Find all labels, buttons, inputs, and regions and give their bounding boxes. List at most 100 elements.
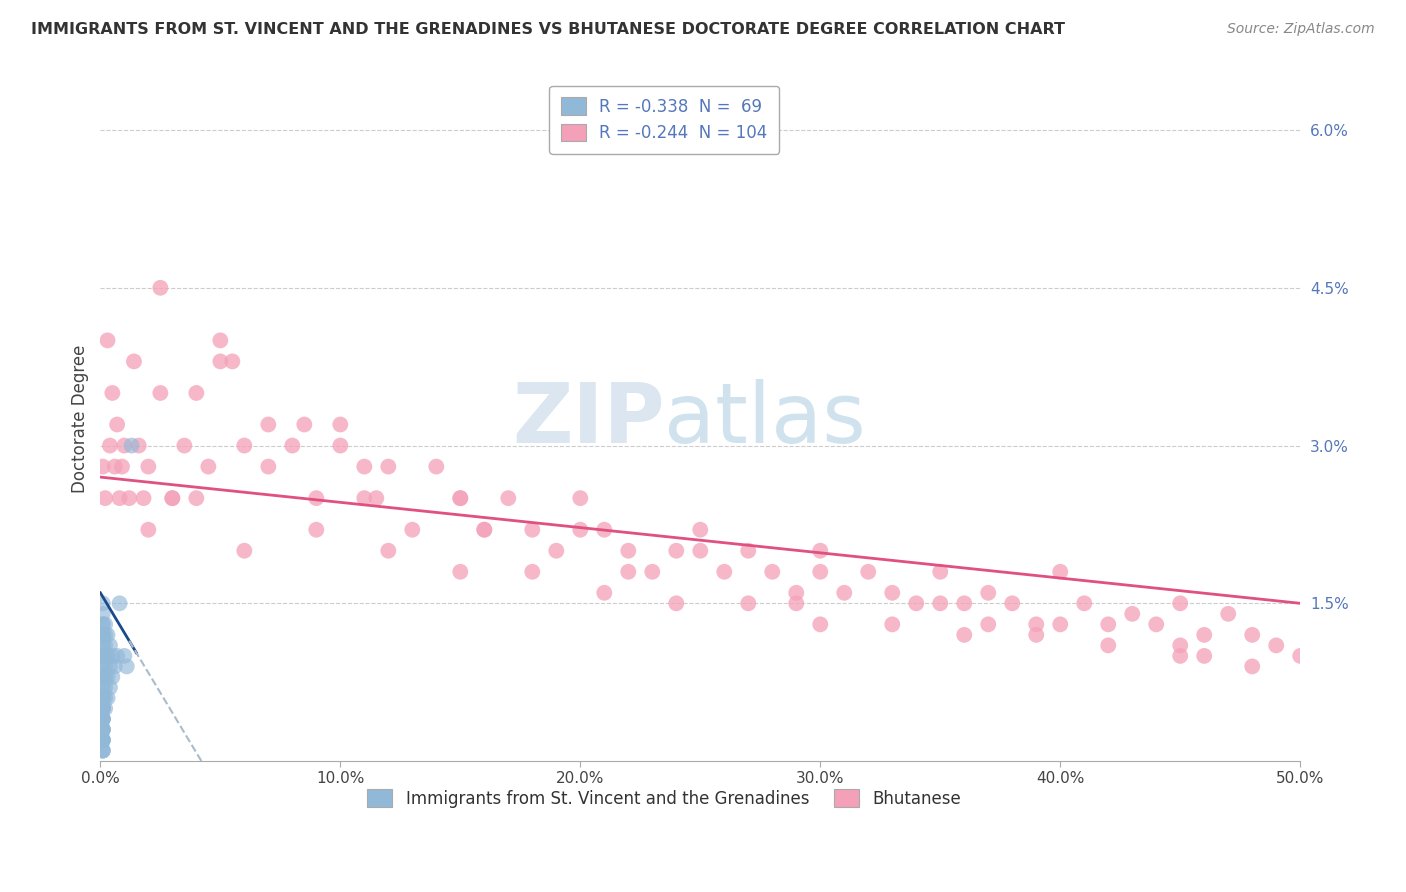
Point	[785, 586, 807, 600]
Point	[665, 596, 688, 610]
Point	[91, 701, 114, 715]
Point	[1168, 596, 1191, 610]
Point	[96, 334, 118, 348]
Point	[305, 491, 328, 505]
Point	[162, 491, 184, 505]
Point	[1097, 617, 1119, 632]
Point	[94, 659, 117, 673]
Point	[91, 733, 114, 747]
Point	[953, 628, 976, 642]
Point	[329, 438, 352, 452]
Point	[91, 628, 114, 642]
Point	[1192, 648, 1215, 663]
Point	[91, 690, 114, 705]
Point	[98, 659, 121, 673]
Point	[366, 491, 388, 505]
Point	[377, 543, 399, 558]
Point	[498, 491, 520, 505]
Point	[882, 617, 904, 632]
Point	[785, 596, 807, 610]
Point	[1121, 607, 1143, 621]
Point	[91, 639, 114, 653]
Point	[91, 690, 114, 705]
Text: atlas: atlas	[664, 379, 866, 459]
Point	[94, 617, 117, 632]
Point	[808, 617, 831, 632]
Point	[1241, 659, 1264, 673]
Point	[91, 639, 114, 653]
Point	[94, 681, 117, 695]
Point	[91, 628, 114, 642]
Point	[713, 565, 735, 579]
Point	[149, 386, 172, 401]
Point	[858, 565, 880, 579]
Point	[737, 543, 759, 558]
Point	[1025, 628, 1047, 642]
Point	[186, 386, 208, 401]
Point	[186, 491, 208, 505]
Point	[91, 670, 114, 684]
Point	[105, 417, 128, 432]
Point	[112, 438, 135, 452]
Text: IMMIGRANTS FROM ST. VINCENT AND THE GRENADINES VS BHUTANESE DOCTORATE DEGREE COR: IMMIGRANTS FROM ST. VINCENT AND THE GREN…	[31, 22, 1064, 37]
Point	[91, 617, 114, 632]
Point	[91, 628, 114, 642]
Point	[425, 459, 447, 474]
Point	[91, 712, 114, 726]
Point	[808, 543, 831, 558]
Point	[1144, 617, 1167, 632]
Point	[91, 596, 114, 610]
Point	[91, 617, 114, 632]
Point	[905, 596, 928, 610]
Point	[91, 733, 114, 747]
Point	[111, 459, 134, 474]
Point	[173, 438, 195, 452]
Point	[569, 523, 592, 537]
Point	[209, 334, 232, 348]
Point	[1049, 565, 1071, 579]
Point	[91, 648, 114, 663]
Point	[377, 459, 399, 474]
Point	[1241, 628, 1264, 642]
Point	[617, 543, 640, 558]
Point	[91, 701, 114, 715]
Point	[91, 701, 114, 715]
Point	[593, 586, 616, 600]
Point	[115, 659, 138, 673]
Point	[91, 712, 114, 726]
Point	[94, 690, 117, 705]
Point	[91, 743, 114, 757]
Point	[96, 670, 118, 684]
Point	[292, 417, 315, 432]
Point	[832, 586, 855, 600]
Y-axis label: Doctorate Degree: Doctorate Degree	[72, 345, 89, 493]
Point	[138, 523, 160, 537]
Point	[122, 354, 145, 368]
Point	[1265, 639, 1288, 653]
Point	[281, 438, 304, 452]
Point	[233, 543, 256, 558]
Point	[1192, 628, 1215, 642]
Point	[105, 648, 128, 663]
Point	[101, 670, 124, 684]
Point	[353, 459, 375, 474]
Point	[96, 648, 118, 663]
Point	[689, 523, 711, 537]
Point	[149, 281, 172, 295]
Point	[91, 701, 114, 715]
Point	[91, 607, 114, 621]
Point	[1025, 617, 1047, 632]
Point	[98, 639, 121, 653]
Point	[449, 491, 471, 505]
Point	[91, 648, 114, 663]
Point	[128, 438, 150, 452]
Point	[977, 617, 1000, 632]
Point	[94, 639, 117, 653]
Point	[808, 565, 831, 579]
Point	[233, 438, 256, 452]
Point	[197, 459, 219, 474]
Point	[1218, 607, 1240, 621]
Point	[221, 354, 243, 368]
Point	[91, 733, 114, 747]
Point	[91, 712, 114, 726]
